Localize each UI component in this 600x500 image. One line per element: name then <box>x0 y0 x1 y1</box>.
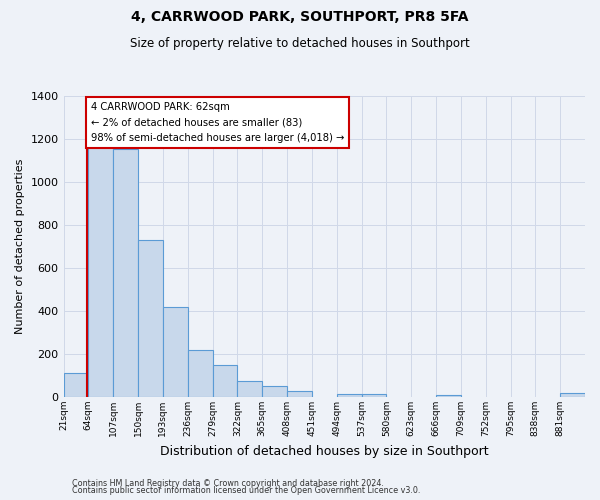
Y-axis label: Number of detached properties: Number of detached properties <box>15 158 25 334</box>
Text: Contains HM Land Registry data © Crown copyright and database right 2024.: Contains HM Land Registry data © Crown c… <box>72 478 384 488</box>
Bar <box>337 394 362 397</box>
Bar <box>436 395 461 397</box>
Bar <box>212 364 238 397</box>
Bar <box>560 392 585 397</box>
Bar <box>138 240 163 397</box>
Bar <box>287 390 312 397</box>
Bar <box>188 350 212 397</box>
Bar <box>113 150 138 397</box>
Bar <box>362 394 386 397</box>
Text: Size of property relative to detached houses in Southport: Size of property relative to detached ho… <box>130 38 470 51</box>
Text: 4, CARRWOOD PARK, SOUTHPORT, PR8 5FA: 4, CARRWOOD PARK, SOUTHPORT, PR8 5FA <box>131 10 469 24</box>
Bar <box>64 374 88 397</box>
X-axis label: Distribution of detached houses by size in Southport: Distribution of detached houses by size … <box>160 444 488 458</box>
Bar <box>88 147 113 397</box>
Bar <box>238 381 262 397</box>
Text: Contains public sector information licensed under the Open Government Licence v3: Contains public sector information licen… <box>72 486 421 495</box>
Bar <box>262 386 287 397</box>
Text: 4 CARRWOOD PARK: 62sqm
← 2% of detached houses are smaller (83)
98% of semi-deta: 4 CARRWOOD PARK: 62sqm ← 2% of detached … <box>91 102 344 143</box>
Bar <box>163 306 188 397</box>
